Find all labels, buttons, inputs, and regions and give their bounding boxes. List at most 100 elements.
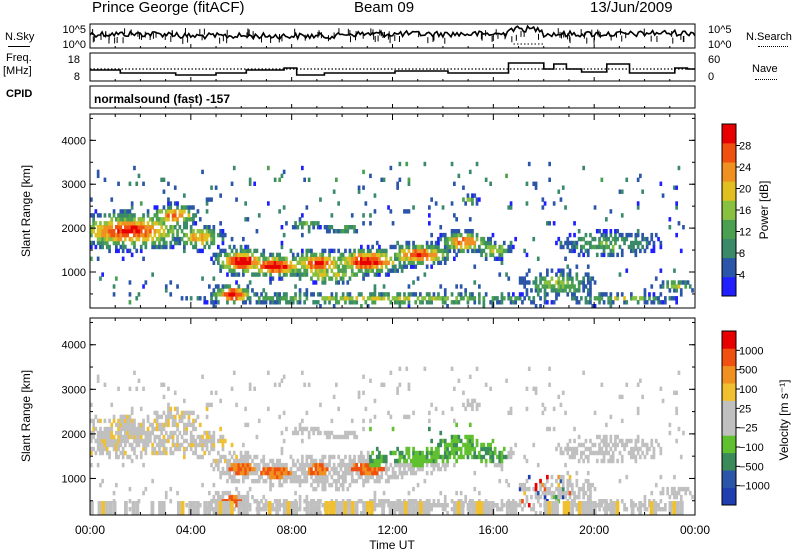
- velocity-cell: [105, 446, 109, 452]
- power-cell: [244, 244, 247, 250]
- power-cell: [178, 240, 182, 246]
- power-cell: [602, 236, 606, 242]
- velocity-cell: [450, 406, 454, 412]
- power-cell: [344, 268, 347, 273]
- velocity-cell: [262, 507, 266, 512]
- power-cell: [346, 256, 350, 261]
- power-cell: [246, 248, 250, 254]
- power-cell: [378, 260, 381, 265]
- velocity-cell: [305, 494, 309, 500]
- power-cell: [108, 236, 111, 242]
- power-cell: [632, 296, 635, 301]
- power-cell: [314, 252, 318, 258]
- velocity-cell: [580, 486, 583, 492]
- velocity-cell: [373, 478, 377, 484]
- power-cell: [446, 252, 449, 258]
- velocity-cell: [96, 418, 100, 424]
- velocity-cell: [468, 438, 472, 444]
- velocity-cell: [491, 438, 495, 444]
- power-cell: [593, 296, 597, 301]
- power-cell: [620, 252, 624, 258]
- power-cell: [360, 248, 363, 254]
- power-cell: [294, 256, 297, 261]
- power-cell: [194, 232, 198, 238]
- power-cell: [559, 244, 563, 250]
- power-cell: [221, 240, 225, 246]
- velocity-cell: [389, 370, 393, 375]
- velocity-cell: [205, 434, 209, 440]
- power-cell: [434, 244, 438, 250]
- velocity-colorbar-frame: [721, 330, 737, 506]
- velocity-cell: [162, 382, 166, 387]
- velocity-cell: [668, 430, 672, 436]
- power-cell: [151, 236, 154, 242]
- velocity-cell: [323, 430, 327, 436]
- velocity-cell: [244, 462, 247, 468]
- velocity-cell: [516, 503, 520, 508]
- power-cell: [339, 260, 343, 265]
- power-cell: [280, 244, 284, 250]
- velocity-cell: [419, 454, 422, 460]
- velocity-cell: [534, 486, 538, 492]
- power-cell: [248, 181, 252, 186]
- power-cell: [375, 240, 379, 246]
- velocity-cell: [178, 418, 182, 424]
- power-cell: [661, 280, 665, 285]
- power-cell: [307, 256, 311, 261]
- velocity-cell: [135, 430, 139, 436]
- velocity-cell: [246, 494, 250, 500]
- velocity-cell: [600, 446, 604, 452]
- power-cell: [323, 300, 327, 305]
- velocity-cell: [105, 430, 109, 436]
- power-cell: [416, 256, 420, 261]
- velocity-cell: [366, 454, 370, 460]
- velocity-cell: [237, 466, 241, 472]
- power-cell: [341, 256, 345, 261]
- power-cell: [344, 229, 347, 234]
- velocity-cell: [208, 402, 211, 408]
- velocity-cell: [523, 490, 526, 496]
- velocity-cell: [682, 430, 685, 436]
- power-cell: [571, 244, 574, 250]
- power-cell: [103, 229, 107, 234]
- power-cell: [443, 248, 447, 254]
- velocity-cell: [552, 494, 556, 500]
- velocity-cell: [323, 486, 327, 492]
- power-cell: [339, 276, 343, 281]
- velocity-cell: [539, 486, 542, 492]
- velocity-cell: [226, 501, 230, 515]
- power-cell: [307, 225, 311, 230]
- power-cell: [505, 173, 508, 179]
- power-cell: [126, 217, 129, 222]
- velocity-cell: [310, 426, 313, 432]
- power-cell: [355, 272, 359, 277]
- power-cell: [682, 280, 685, 285]
- power-cell: [616, 252, 619, 258]
- power-cell: [589, 232, 592, 238]
- power-cell: [294, 264, 297, 269]
- velocity-cell: [278, 414, 281, 420]
- power-cell: [149, 225, 152, 230]
- power-cell: [366, 244, 370, 250]
- power-cell: [677, 280, 681, 285]
- power-cell: [398, 252, 402, 258]
- velocity-cell: [121, 454, 125, 460]
- velocity-cell: [244, 406, 247, 412]
- power-cell: [278, 296, 281, 301]
- velocity-cell: [282, 478, 286, 484]
- power-cell: [412, 252, 415, 258]
- velocity-cell: [405, 462, 409, 468]
- power-cell: [382, 252, 386, 258]
- power-cell: [600, 240, 604, 246]
- power-cell: [645, 236, 649, 242]
- velocity-cell: [232, 462, 236, 468]
- velocity-cell: [344, 454, 347, 460]
- power-cell: [380, 252, 384, 258]
- velocity-cell: [561, 478, 565, 484]
- velocity-cell: [183, 430, 186, 436]
- power-cell: [314, 280, 318, 285]
- power-cell: [262, 264, 266, 269]
- power-cell: [512, 300, 515, 305]
- velocity-cell: [150, 501, 155, 515]
- velocity-cell: [441, 438, 445, 444]
